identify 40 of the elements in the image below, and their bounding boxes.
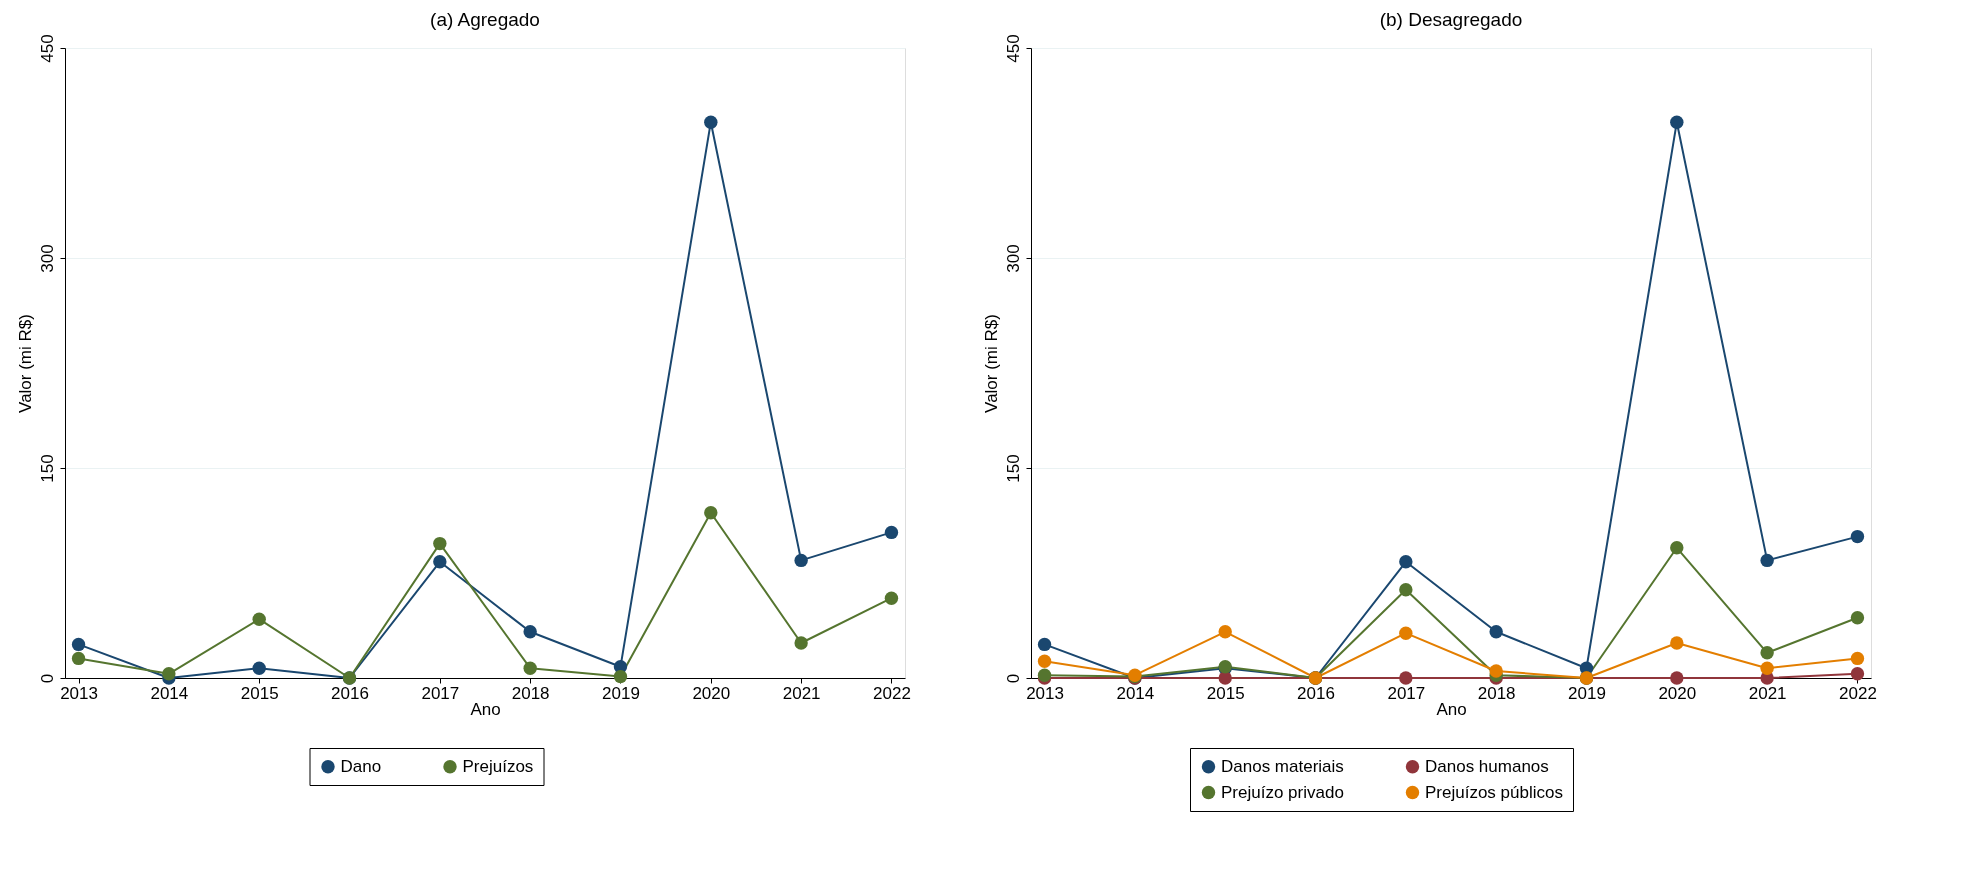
legend-label: Prejuízo privado bbox=[1221, 782, 1344, 802]
y-tick-label: 450 bbox=[1003, 34, 1023, 63]
x-axis-title: Ano bbox=[1436, 699, 1467, 719]
y-axis-title: Valor (mi R$) bbox=[981, 314, 1001, 413]
y-tick-label: 300 bbox=[1003, 244, 1023, 273]
x-tick-label: 2014 bbox=[150, 683, 189, 703]
chart-title: (a) Agregado bbox=[430, 8, 540, 30]
legend-label: Danos materiais bbox=[1221, 756, 1344, 776]
x-tick-label: 2015 bbox=[1206, 683, 1245, 703]
x-tick-label: 2021 bbox=[782, 683, 821, 703]
x-tick-label: 2013 bbox=[60, 683, 98, 703]
x-tick-label: 2019 bbox=[1568, 683, 1606, 703]
x-tick-label: 2017 bbox=[1387, 683, 1426, 703]
x-tick-label: 2018 bbox=[511, 683, 550, 703]
y-tick-label: 150 bbox=[37, 454, 57, 483]
y-tick-label: 0 bbox=[1003, 673, 1023, 684]
legend-label: Prejuízos públicos bbox=[1425, 782, 1563, 802]
x-tick-label: 2015 bbox=[240, 683, 279, 703]
x-axis-title: Ano bbox=[470, 699, 501, 719]
x-tick-label: 2020 bbox=[692, 683, 731, 703]
x-tick-label: 2017 bbox=[421, 683, 460, 703]
x-tick-label: 2016 bbox=[1297, 683, 1335, 703]
x-tick-label: 2022 bbox=[1839, 683, 1877, 703]
x-tick-label: 2014 bbox=[1116, 683, 1155, 703]
x-tick-label: 2019 bbox=[602, 683, 640, 703]
y-axis-title: Valor (mi R$) bbox=[15, 314, 35, 413]
x-tick-label: 2022 bbox=[873, 683, 911, 703]
x-tick-label: 2018 bbox=[1477, 683, 1516, 703]
y-tick-label: 300 bbox=[37, 244, 57, 273]
legend-label: Prejuízos bbox=[462, 756, 534, 776]
x-tick-label: 2013 bbox=[1026, 683, 1064, 703]
y-tick-label: 450 bbox=[37, 34, 57, 63]
legend-label: Dano bbox=[340, 756, 382, 776]
legend-label: Danos humanos bbox=[1425, 756, 1549, 776]
x-tick-label: 2016 bbox=[331, 683, 369, 703]
chart-title: (b) Desagregado bbox=[1379, 8, 1523, 30]
x-tick-label: 2020 bbox=[1658, 683, 1697, 703]
y-tick-label: 0 bbox=[37, 673, 57, 684]
y-tick-label: 150 bbox=[1003, 454, 1023, 483]
x-tick-label: 2021 bbox=[1748, 683, 1787, 703]
